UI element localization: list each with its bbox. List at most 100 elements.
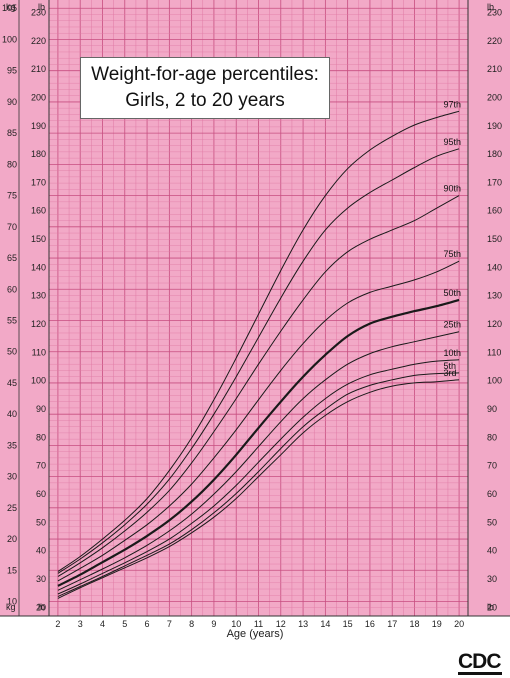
y-tick-label-kg: 10: [7, 597, 17, 607]
y-tick-label-kg: 85: [7, 128, 17, 138]
y-tick-label-lb-right: 200: [487, 92, 502, 102]
x-tick-label: 16: [365, 619, 375, 629]
x-tick-label: 7: [167, 619, 172, 629]
cdc-logo-text: CDC: [458, 650, 502, 673]
x-tick-label: 18: [410, 619, 420, 629]
y-tick-label-lb-right: 120: [487, 319, 502, 329]
y-tick-label-lb-right: 60: [487, 489, 497, 499]
y-tick-label-lb-right: 170: [487, 177, 502, 187]
y-tick-label-kg: 15: [7, 565, 17, 575]
y-tick-label-kg: 55: [7, 315, 17, 325]
x-tick-label: 20: [454, 619, 464, 629]
y-tick-label-lb: 150: [31, 234, 46, 244]
y-tick-label-kg: 60: [7, 284, 17, 294]
percentile-label-50th: 50th: [443, 288, 461, 298]
chart-subtitle: Girls, 2 to 20 years: [125, 90, 285, 111]
y-tick-label-lb-right: 130: [487, 291, 502, 301]
y-tick-label-lb-right: 180: [487, 149, 502, 159]
x-tick-label: 13: [298, 619, 308, 629]
y-tick-label-lb: 230: [31, 7, 46, 17]
y-tick-label-lb: 160: [31, 206, 46, 216]
y-tick-label-kg: 50: [7, 347, 17, 357]
y-tick-label-lb: 50: [36, 517, 46, 527]
chart-title-box: Weight-for-age percentiles: Girls, 2 to …: [80, 57, 330, 119]
x-tick-label: 6: [145, 619, 150, 629]
percentile-label-97th: 97th: [443, 99, 461, 109]
cdc-logo: CDC: [458, 650, 506, 676]
y-tick-label-kg: 100: [2, 34, 17, 44]
y-tick-label-kg: 20: [7, 534, 17, 544]
x-tick-label: 2: [55, 619, 60, 629]
percentile-curve-75th: [57, 260, 460, 582]
percentile-label-95th: 95th: [443, 137, 461, 147]
cdc-logo-underline: [458, 672, 502, 675]
percentile-curve-5th: [57, 372, 460, 597]
y-tick-label-lb: 110: [32, 347, 46, 357]
y-tick-label-lb-right: 110: [487, 347, 501, 357]
y-tick-label-lb: 140: [31, 262, 46, 272]
percentile-curve-25th: [57, 331, 460, 591]
x-tick-label: 17: [387, 619, 397, 629]
y-tick-label-kg: 105: [2, 3, 17, 13]
percentile-curve-95th: [57, 148, 460, 574]
percentile-label-25th: 25th: [443, 320, 461, 330]
y-tick-label-lb: 180: [31, 149, 46, 159]
x-tick-label: 12: [276, 619, 286, 629]
y-tick-label-lb-right: 210: [487, 64, 502, 74]
y-tick-label-kg: 70: [7, 222, 17, 232]
x-tick-label: 9: [211, 619, 216, 629]
y-tick-label-kg: 40: [7, 409, 17, 419]
y-tick-label-lb-right: 40: [487, 546, 497, 556]
axes: kgkglblblblb1015202530354045505560657075…: [0, 0, 510, 629]
y-tick-label-lb: 60: [36, 489, 46, 499]
y-tick-label-lb: 90: [36, 404, 46, 414]
y-tick-label-kg: 25: [7, 503, 17, 513]
percentile-label-3rd: 3rd: [443, 368, 456, 378]
x-tick-label: 14: [320, 619, 330, 629]
x-tick-label: 19: [432, 619, 442, 629]
y-tick-label-lb: 20: [36, 602, 46, 612]
y-tick-label-lb-right: 220: [487, 36, 502, 46]
x-tick-label: 15: [343, 619, 353, 629]
percentile-label-10th: 10th: [443, 348, 461, 358]
y-tick-label-lb-right: 230: [487, 7, 502, 17]
y-tick-label-lb: 70: [36, 461, 46, 471]
unit-label-lb: lb: [487, 602, 494, 612]
percentile-label-90th: 90th: [443, 184, 461, 194]
unit-label-kg: kg: [6, 602, 16, 612]
y-tick-label-lb-right: 90: [487, 404, 497, 414]
y-tick-label-lb-right: 190: [487, 121, 502, 131]
y-tick-label-lb-right: 150: [487, 234, 502, 244]
y-tick-label-lb-right: 100: [487, 376, 502, 386]
unit-label-kg: kg: [6, 2, 16, 12]
x-tick-label: 5: [122, 619, 127, 629]
y-tick-label-lb-right: 50: [487, 517, 497, 527]
unit-label-lb: lb: [38, 2, 45, 12]
y-tick-label-kg: 30: [7, 472, 17, 482]
y-tick-label-lb-right: 80: [487, 432, 497, 442]
y-tick-label-lb: 130: [31, 291, 46, 301]
percentile-curves: [57, 110, 460, 599]
y-tick-label-lb: 100: [31, 376, 46, 386]
percentile-curve-10th: [57, 359, 460, 595]
y-tick-label-lb-right: 30: [487, 574, 497, 584]
y-tick-label-lb-right: 160: [487, 206, 502, 216]
x-tick-label: 10: [231, 619, 241, 629]
y-tick-label-kg: 95: [7, 66, 17, 76]
x-axis-label: Age (years): [226, 628, 284, 640]
percentile-curve-97th: [57, 110, 460, 572]
percentile-curve-90th: [57, 195, 460, 577]
y-tick-label-lb: 190: [31, 121, 46, 131]
x-tick-label: 4: [100, 619, 105, 629]
x-tick-label: 11: [254, 619, 263, 629]
y-tick-label-kg: 80: [7, 159, 17, 169]
unit-label-lb: lb: [487, 2, 494, 12]
y-tick-label-kg: 35: [7, 440, 17, 450]
y-tick-label-kg: 65: [7, 253, 17, 263]
y-tick-label-lb: 200: [31, 92, 46, 102]
y-tick-label-kg: 90: [7, 97, 17, 107]
percentile-label-75th: 75th: [443, 249, 461, 259]
x-tick-label: 8: [189, 619, 194, 629]
y-tick-label-lb: 220: [31, 36, 46, 46]
